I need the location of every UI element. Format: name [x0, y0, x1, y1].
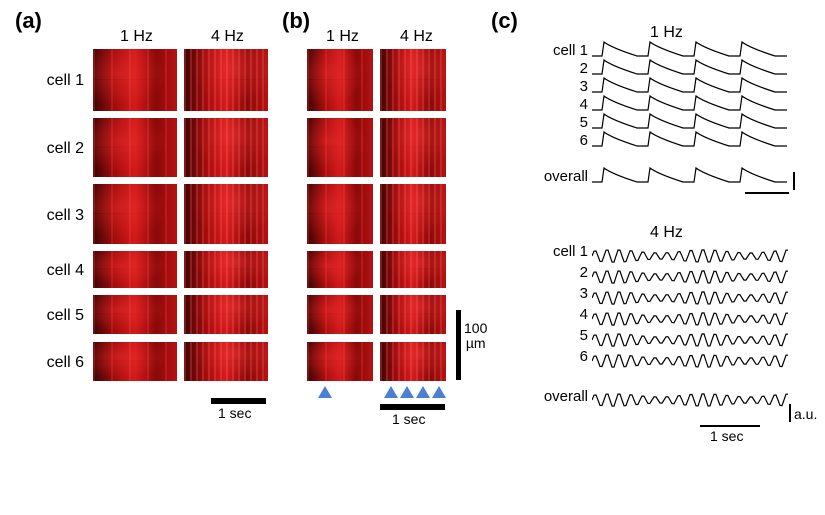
- panel-c-4hz-cell4-label: 4: [540, 306, 588, 323]
- panel-a-heatmap-4hz-cell4: [184, 251, 268, 288]
- panel-b-heatmap-4hz-cell4: [380, 251, 446, 288]
- panel-b-scalebar-1sec: [380, 404, 445, 410]
- panel-c-4hz-overall-label: overall: [528, 388, 588, 405]
- panel-b-scalebar-1sec-label: 1 sec: [392, 411, 425, 427]
- panel-b-scalebar-100um: [456, 310, 461, 380]
- panel-b-header-1hz: 1 Hz: [326, 28, 359, 46]
- panel-c-1hz-cell2-label: 2: [540, 60, 588, 77]
- panel-a-scalebar-1sec: [211, 398, 266, 404]
- panel-b-label: (b): [282, 8, 310, 34]
- panel-a-rowlabel-6: cell 6: [40, 354, 84, 372]
- panel-c-1hz-scalebar-time: [745, 192, 789, 194]
- panel-c-1hz-traces: [592, 38, 792, 198]
- panel-a-rowlabel-4: cell 4: [40, 262, 84, 280]
- panel-b-heatmap-1hz-cell2: [307, 118, 373, 177]
- triangle-icon: [400, 386, 414, 398]
- panel-a-header-4hz: 4 Hz: [211, 28, 244, 46]
- panel-c-4hz-scalebar-time-label: 1 sec: [710, 428, 743, 444]
- panel-a-heatmap-1hz-cell5: [93, 295, 177, 334]
- panel-b-heatmap-1hz-cell1: [307, 49, 373, 111]
- panel-b-heatmap-4hz-cell1: [380, 49, 446, 111]
- panel-a-heatmap-1hz-cell1: [93, 49, 177, 111]
- panel-c-4hz-cell6-label: 6: [540, 348, 588, 365]
- panel-b-heatmap-1hz-cell3: [307, 184, 373, 244]
- panel-a-scalebar-1sec-label: 1 sec: [218, 405, 251, 421]
- panel-b-header-4hz: 4 Hz: [400, 28, 433, 46]
- panel-b-heatmap-4hz-cell6: [380, 342, 446, 381]
- panel-a-header-1hz: 1 Hz: [120, 28, 153, 46]
- panel-b-heatmap-1hz-cell5: [307, 295, 373, 334]
- panel-a-rowlabel-1: cell 1: [40, 72, 84, 90]
- panel-c-label: (c): [491, 8, 518, 34]
- panel-a-rowlabel-3: cell 3: [40, 207, 84, 225]
- panel-a-heatmap-1hz-cell4: [93, 251, 177, 288]
- triangle-icon: [416, 386, 430, 398]
- panel-a-heatmap-1hz-cell3: [93, 184, 177, 244]
- panel-c-4hz-scalebar-amp: [789, 404, 791, 422]
- panel-a-heatmap-4hz-cell1: [184, 49, 268, 111]
- panel-c-1hz-cell1-label: cell 1: [540, 42, 588, 59]
- panel-c-1hz-scalebar-amp: [793, 172, 795, 190]
- panel-a-heatmap-4hz-cell5: [184, 295, 268, 334]
- panel-c-4hz-scalebar-amp-label: a.u.: [794, 406, 817, 422]
- panel-c-4hz-cell1-label: cell 1: [540, 243, 588, 260]
- panel-c-4hz-scalebar-time: [700, 425, 760, 427]
- panel-c-4hz-cell5-label: 5: [540, 327, 588, 344]
- panel-c-1hz-cell6-label: 6: [540, 132, 588, 149]
- panel-c-1hz-overall-label: overall: [528, 168, 588, 185]
- panel-b-heatmap-4hz-cell5: [380, 295, 446, 334]
- triangle-icon: [432, 386, 446, 398]
- panel-b-heatmap-1hz-cell4: [307, 251, 373, 288]
- panel-a-label: (a): [15, 8, 42, 34]
- panel-b-heatmap-1hz-cell6: [307, 342, 373, 381]
- triangle-icon: [384, 386, 398, 398]
- panel-a-heatmap-4hz-cell3: [184, 184, 268, 244]
- panel-a-heatmap-4hz-cell2: [184, 118, 268, 177]
- panel-c-4hz-cell2-label: 2: [540, 264, 588, 281]
- panel-a-heatmap-1hz-cell2: [93, 118, 177, 177]
- panel-a-heatmap-4hz-cell6: [184, 342, 268, 381]
- panel-a-rowlabel-2: cell 2: [40, 140, 84, 158]
- panel-b-heatmap-4hz-cell2: [380, 118, 446, 177]
- panel-b-heatmap-4hz-cell3: [380, 184, 446, 244]
- panel-c-1hz-cell4-label: 4: [540, 96, 588, 113]
- panel-b-scalebar-100um-label: 100µm: [464, 321, 487, 351]
- panel-c-4hz-cell3-label: 3: [540, 285, 588, 302]
- panel-c-4hz-traces: [592, 240, 792, 420]
- triangle-icon: [318, 386, 332, 398]
- panel-a-heatmap-1hz-cell6: [93, 342, 177, 381]
- panel-c-1hz-cell5-label: 5: [540, 114, 588, 131]
- panel-a-rowlabel-5: cell 5: [40, 307, 84, 325]
- panel-c-1hz-cell3-label: 3: [540, 78, 588, 95]
